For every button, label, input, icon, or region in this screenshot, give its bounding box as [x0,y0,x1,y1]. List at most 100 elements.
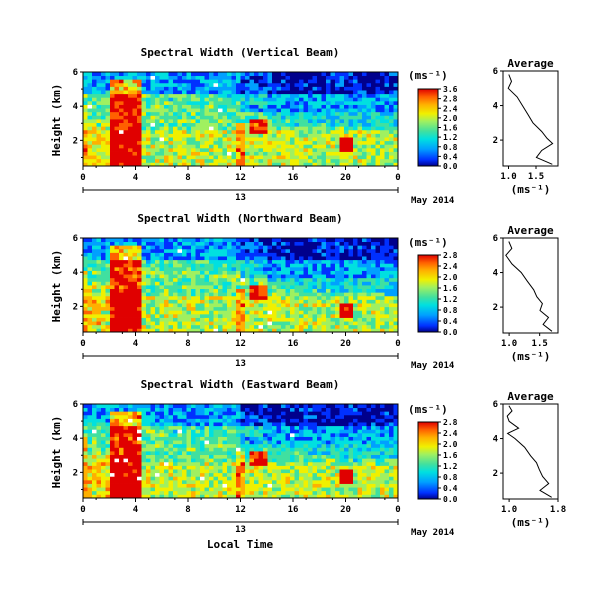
heatmap-cell [222,119,228,124]
heatmap-cell [119,328,124,333]
heatmap-cell [83,324,88,329]
heatmap-cell [105,472,111,477]
heatmap-cell [258,418,264,423]
heatmap-cell [128,494,133,499]
heatmap-cell [218,328,223,333]
heatmap-cell [276,425,282,430]
heatmap-cell [141,115,147,120]
heatmap-cell [330,270,336,275]
heatmap-cell [182,324,187,329]
heatmap-cell [290,256,295,261]
heatmap-cell [83,436,88,441]
heatmap-cell [110,97,115,102]
heatmap-cell [141,108,147,113]
heatmap-cell [371,126,376,131]
heatmap-cell [267,93,273,98]
x-tick-label: 4 [133,339,139,349]
heatmap-cell [254,263,259,268]
heatmap-cell [375,328,381,333]
heatmap-cell [200,487,205,492]
heatmap-cell [384,151,390,156]
heatmap-cell [92,295,97,300]
heatmap-cell [362,93,367,98]
heatmap-cell [335,111,340,116]
heatmap-cell [101,238,106,243]
heatmap-cell [186,104,192,109]
heatmap-cell [200,324,205,329]
heatmap-cell [164,158,169,163]
heatmap-cell [272,494,277,499]
heatmap-cell [258,317,264,322]
heatmap-cell [177,432,183,437]
heatmap-cell [96,115,102,120]
heatmap-cell [146,248,151,253]
heatmap-cell [87,79,93,84]
heatmap-cell [87,274,93,279]
heatmap-cell [146,313,151,318]
heatmap-cell [173,266,178,271]
heatmap-cell [375,86,381,91]
heatmap-cell [299,317,304,322]
heatmap-cell [123,86,129,91]
heatmap-cell [155,303,160,308]
heatmap-cell [281,404,286,409]
heatmap-cell [141,469,147,474]
heatmap-cell [92,104,97,109]
heatmap-cell [326,270,331,275]
heatmap-cell [83,248,88,253]
heatmap-cell [254,313,259,318]
heatmap-cell [272,119,277,124]
heatmap-cell [294,122,300,127]
heatmap-cell [353,241,358,246]
heatmap-cell [380,317,385,322]
heatmap-cell [276,443,282,448]
heatmap-cell [159,82,165,87]
heatmap-cell [375,119,381,124]
heatmap-cell [240,404,246,409]
heatmap-cell [380,324,385,329]
heatmap-cell [326,111,331,116]
heatmap-cell [258,82,264,87]
heatmap-cell [92,155,97,160]
heatmap-cell [389,277,394,282]
heatmap-cell [245,155,250,160]
heatmap-cell [209,111,214,116]
heatmap-cell [344,155,349,160]
heatmap-cell [164,126,169,131]
heatmap-cell [83,425,88,430]
heatmap-cell [83,241,88,246]
heatmap-cell [159,310,165,315]
heatmap-cell [96,432,102,437]
heatmap-cell [384,252,390,257]
heatmap-cell [105,266,111,271]
heatmap-cell [204,313,210,318]
heatmap-cell [285,277,291,282]
heatmap-cell [339,126,345,131]
heatmap-cell [159,256,165,261]
heatmap-cell [114,404,120,409]
heatmap-cell [213,295,219,300]
heatmap-cell [254,79,259,84]
heatmap-cell [191,295,196,300]
heatmap-cell [155,158,160,163]
heatmap-cell [150,241,156,246]
heatmap-cell [150,140,156,145]
y-axis-label: Height (km) [50,416,63,489]
heatmap-cell [393,162,399,167]
heatmap-cell [105,292,111,297]
heatmap-cell [330,140,336,145]
heatmap-cell [159,432,165,437]
heatmap-cell [195,451,201,456]
heatmap-cell [114,306,120,311]
heatmap-cell [164,313,169,318]
heatmap-cell [114,461,120,466]
heatmap-cell [254,115,259,120]
heatmap-cell [173,263,178,268]
heatmap-cell [227,248,232,253]
heatmap-cell [231,288,237,293]
heatmap-cell [227,292,232,297]
heatmap-cell [339,100,345,105]
heatmap-cell [272,270,277,275]
heatmap-cell [231,479,237,484]
heatmap-cell [258,270,264,275]
